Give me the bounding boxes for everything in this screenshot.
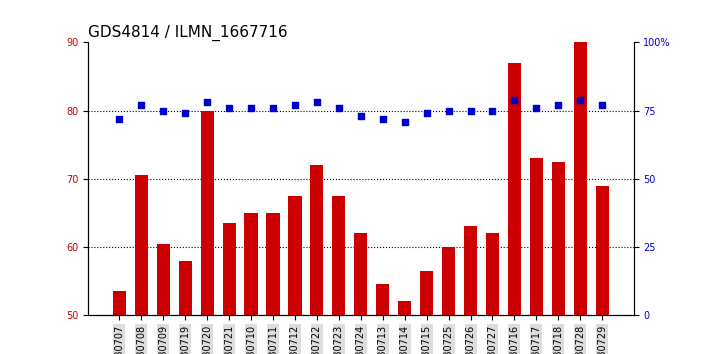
Point: [553, 102, 564, 108]
Bar: [222, 223, 236, 315]
Point: [333, 105, 344, 111]
Bar: [134, 175, 148, 315]
Bar: [244, 213, 258, 315]
Bar: [464, 227, 477, 315]
Bar: [442, 247, 455, 315]
Point: [465, 108, 476, 113]
Bar: [596, 185, 609, 315]
Bar: [113, 291, 126, 315]
Point: [531, 105, 542, 111]
Point: [180, 110, 191, 116]
Point: [268, 105, 279, 111]
Point: [311, 99, 322, 105]
Point: [487, 108, 498, 113]
Bar: [157, 244, 170, 315]
Bar: [552, 162, 565, 315]
Bar: [332, 196, 346, 315]
Point: [509, 97, 520, 103]
Bar: [201, 110, 214, 315]
Bar: [266, 213, 279, 315]
Bar: [508, 63, 521, 315]
Bar: [574, 42, 587, 315]
Point: [246, 105, 257, 111]
Bar: [420, 271, 433, 315]
Bar: [179, 261, 191, 315]
Point: [114, 116, 125, 122]
Point: [356, 113, 367, 119]
Point: [421, 110, 432, 116]
Point: [201, 99, 213, 105]
Bar: [354, 233, 367, 315]
Point: [223, 105, 234, 111]
Point: [136, 102, 147, 108]
Point: [289, 102, 301, 108]
Text: GDS4814 / ILMN_1667716: GDS4814 / ILMN_1667716: [88, 25, 288, 41]
Bar: [376, 284, 389, 315]
Point: [443, 108, 454, 113]
Bar: [310, 165, 324, 315]
Bar: [486, 233, 499, 315]
Point: [399, 119, 410, 124]
Point: [377, 116, 389, 122]
Bar: [530, 158, 543, 315]
Bar: [289, 196, 301, 315]
Bar: [398, 302, 411, 315]
Point: [158, 108, 169, 113]
Point: [574, 97, 586, 103]
Point: [596, 102, 608, 108]
